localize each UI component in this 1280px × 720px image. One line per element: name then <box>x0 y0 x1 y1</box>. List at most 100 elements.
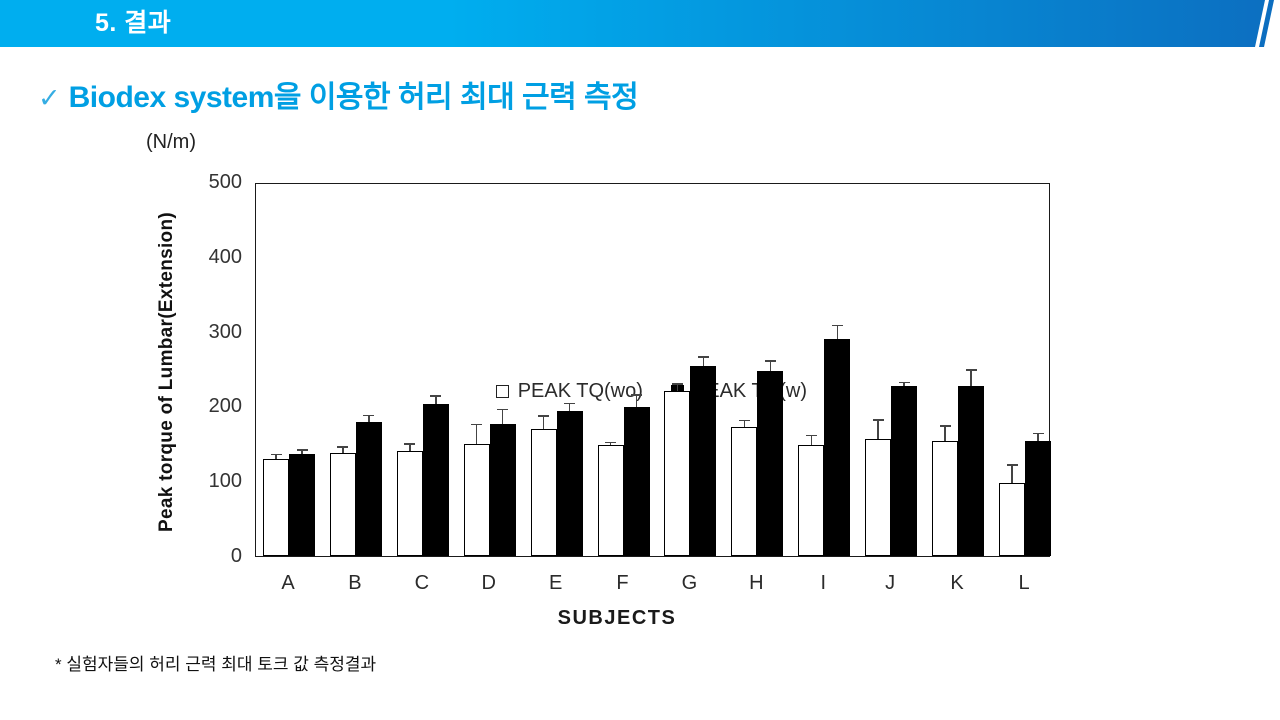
error-bar <box>702 357 705 367</box>
bar-H-w <box>757 371 784 556</box>
bar-G-wo <box>664 391 691 556</box>
legend-swatch-open <box>495 385 509 398</box>
x-tick-label: K <box>950 572 964 594</box>
bar-H-wo <box>731 426 758 556</box>
legend-item: PEAK TQ(wo) <box>495 380 643 403</box>
slide-title-text: Biodex system을 이용한 허리 최대 근력 측정 <box>68 81 639 114</box>
error-bar <box>542 416 545 429</box>
error-bar <box>944 426 946 441</box>
error-bar-cap <box>671 383 683 385</box>
x-tick-label: B <box>348 572 362 594</box>
x-tick-label: I <box>820 572 827 594</box>
error-bar-cap <box>270 453 282 456</box>
error-bar-cap <box>764 360 776 362</box>
error-bar-cap <box>430 395 442 397</box>
error-bar-cap <box>1032 432 1044 435</box>
x-tick-label: D <box>481 572 496 594</box>
error-bar-cap <box>404 443 416 445</box>
error-bar-cap <box>296 449 308 451</box>
y-tick-label: 400 <box>208 245 242 268</box>
error-bar-cap <box>564 402 576 405</box>
error-bar-cap <box>631 394 643 396</box>
header-bar <box>0 0 1265 47</box>
bar-I-wo <box>798 444 825 556</box>
x-tick-label: H <box>749 572 764 594</box>
bar-K-wo <box>932 440 959 556</box>
error-bar <box>635 395 638 408</box>
x-tick-label: E <box>548 572 563 594</box>
y-tick-label: 500 <box>208 171 242 193</box>
error-bar <box>342 447 344 453</box>
error-bar-cap <box>831 324 843 327</box>
checkmark-icon: ✓ <box>38 83 61 113</box>
bar-L-wo <box>999 482 1025 556</box>
bar-I-w <box>824 339 851 556</box>
error-bar <box>877 420 879 440</box>
x-tick-label: J <box>885 572 896 594</box>
bar-A-w <box>289 453 315 556</box>
error-bar-cap <box>538 415 550 417</box>
error-bar-cap <box>605 441 617 444</box>
bar-B-w <box>355 422 382 556</box>
error-bar-cap <box>697 356 709 358</box>
error-bar-cap <box>497 408 509 411</box>
error-bar <box>501 410 504 425</box>
bar-C-w <box>422 404 449 556</box>
x-axis-title: SUBJECTS <box>557 607 677 629</box>
x-tick-label: F <box>616 572 629 594</box>
bar-D-w <box>489 424 516 556</box>
error-bar <box>970 370 972 387</box>
bar-L-w <box>1025 440 1051 556</box>
y-tick-label: 100 <box>208 470 242 493</box>
error-bar-cap <box>363 414 375 417</box>
error-bar <box>568 404 571 411</box>
error-bar-cap <box>1006 464 1018 466</box>
y-tick-label: 300 <box>208 320 242 343</box>
header-title: 5. 결과 <box>95 9 172 37</box>
error-bar <box>1011 465 1013 483</box>
bar-C-wo <box>396 451 423 556</box>
error-bar <box>743 421 746 427</box>
error-bar-cap <box>471 423 483 426</box>
bar-D-wo <box>463 443 490 556</box>
error-bar <box>368 416 370 423</box>
error-bar <box>836 326 839 340</box>
bar-E-wo <box>530 428 557 556</box>
bar-E-w <box>556 410 583 556</box>
x-tick-label: L <box>1018 572 1030 594</box>
x-tick-label: A <box>281 572 295 594</box>
error-bar <box>1037 434 1039 441</box>
error-bar <box>275 455 277 459</box>
plot-area: PEAK TQ(wo) PEAK TQ(w) <box>255 183 1051 557</box>
error-bar <box>903 383 905 387</box>
error-bar-cap <box>872 419 884 421</box>
y-tick-label: 0 <box>230 545 242 567</box>
error-bar <box>409 444 411 452</box>
bar-F-w <box>623 407 650 556</box>
footnote: * 실험자들의 허리 근력 최대 토크 값 측정결과 <box>55 655 377 674</box>
bar-J-wo <box>865 439 892 556</box>
error-bar <box>475 425 478 444</box>
error-bar-cap <box>805 434 817 437</box>
y-axis-title: Peak torque of Lumbar(Extension) <box>156 212 177 532</box>
bar-G-w <box>690 366 717 556</box>
error-bar <box>301 450 303 454</box>
bar-J-w <box>891 386 918 556</box>
y-axis-unit-label: (N/m) <box>146 131 196 153</box>
y-tick-label: 200 <box>208 395 242 418</box>
error-bar-cap <box>337 446 349 448</box>
bar-F-wo <box>597 445 624 556</box>
error-bar <box>609 443 612 446</box>
x-tick-label: C <box>414 572 430 594</box>
slide-title: ✓ Biodex system을 이용한 허리 최대 근력 측정 <box>38 72 639 116</box>
x-tick-label: G <box>681 572 698 594</box>
bar-A-wo <box>263 458 289 556</box>
error-bar <box>435 396 437 405</box>
bar-K-w <box>958 386 985 556</box>
error-bar-cap <box>965 369 977 371</box>
legend-label: PEAK TQ(wo) <box>517 380 643 402</box>
error-bar <box>810 436 813 445</box>
error-bar <box>676 384 679 392</box>
error-bar <box>769 361 772 372</box>
